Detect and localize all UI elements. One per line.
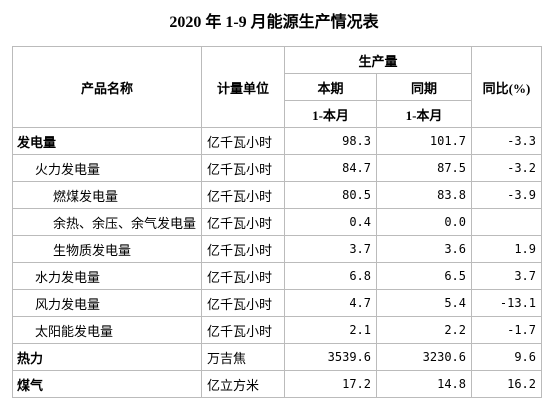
table-title: 2020 年 1-9 月能源生产情况表	[169, 14, 379, 31]
header-cell: 同比(%)	[471, 46, 543, 128]
header-cell: 同期	[376, 73, 473, 101]
previous-cell: 0.0	[376, 208, 473, 236]
unit-cell: 亿千瓦小时	[201, 154, 286, 182]
unit-cell: 亿千瓦小时	[201, 235, 286, 263]
table-row: 水力发电量 亿千瓦小时 6.8 6.5 3.7	[11, 262, 543, 290]
yoy-cell: -1.7	[471, 316, 543, 344]
previous-cell: 5.4	[376, 289, 473, 317]
yoy-cell: -3.3	[471, 127, 543, 155]
current-cell: 4.7	[284, 289, 378, 317]
previous-cell: 83.8	[376, 181, 473, 209]
table-row: 火力发电量 亿千瓦小时 84.7 87.5 -3.2	[11, 154, 543, 182]
name-cell: 发电量	[11, 127, 203, 155]
header-cell: 生产量	[284, 46, 473, 74]
header-cell: 产品名称	[11, 46, 203, 128]
name-cell: 热力	[11, 343, 203, 371]
current-cell: 80.5	[284, 181, 378, 209]
table-row: 生物质发电量 亿千瓦小时 3.7 3.6 1.9	[11, 235, 543, 263]
yoy-cell: 1.9	[471, 235, 543, 263]
name-cell: 火力发电量	[11, 154, 203, 182]
header-cell: 1-本月	[284, 100, 378, 128]
previous-cell: 3.6	[376, 235, 473, 263]
unit-cell: 亿千瓦小时	[201, 316, 286, 344]
table-row: 太阳能发电量 亿千瓦小时 2.1 2.2 -1.7	[11, 316, 543, 344]
previous-cell: 14.8	[376, 370, 473, 398]
unit-cell: 亿千瓦小时	[201, 208, 286, 236]
current-cell: 6.8	[284, 262, 378, 290]
yoy-cell: 3.7	[471, 262, 543, 290]
current-cell: 17.2	[284, 370, 378, 398]
unit-cell: 亿立方米	[201, 370, 286, 398]
previous-cell: 2.2	[376, 316, 473, 344]
table-row: 余热、余压、余气发电量 亿千瓦小时 0.4 0.0	[11, 208, 543, 236]
energy-table: 产品名称 计量单位 生产量 同比(%) 本期 同期 1-本月 1-本月 发电量亿…	[11, 46, 543, 398]
table-body: 发电量 亿千瓦小时 98.3 101.7 -3.3 火力发电量 亿千瓦小时 84.7 87.5-…	[11, 127, 543, 398]
unit-cell: 亿千瓦小时	[201, 127, 286, 155]
name-cell: 燃煤发电量	[11, 181, 203, 209]
table-row: 热力 万吉焦 3539.6 3230.6 9.6	[11, 343, 543, 371]
name-cell: 生物质发电量	[11, 235, 203, 263]
header-cell: 计量单位	[201, 46, 286, 128]
yoy-cell: -3.2	[471, 154, 543, 182]
unit-cell: 亿千瓦小时	[201, 289, 286, 317]
current-cell: 0.4	[284, 208, 378, 236]
current-cell: 84.7	[284, 154, 378, 182]
name-cell: 煤气	[11, 370, 203, 398]
table-header: 产品名称 计量单位 生产量 同比(%) 本期 同期 1-本月 1-本月	[11, 46, 543, 128]
previous-cell: 6.5	[376, 262, 473, 290]
current-cell: 3.7	[284, 235, 378, 263]
current-cell: 98.3	[284, 127, 378, 155]
header-cell: 1-本月	[376, 100, 473, 128]
table-row: 发电量 亿千瓦小时 98.3 101.7 -3.3	[11, 127, 543, 155]
yoy-cell	[471, 208, 543, 236]
yoy-cell: 9.6	[471, 343, 543, 371]
unit-cell: 亿千瓦小时	[201, 181, 286, 209]
yoy-cell: -13.1	[471, 289, 543, 317]
current-cell: 2.1	[284, 316, 378, 344]
previous-cell: 87.5	[376, 154, 473, 182]
unit-cell: 万吉焦	[201, 343, 286, 371]
name-cell: 太阳能发电量	[11, 316, 203, 344]
yoy-cell: -3.9	[471, 181, 543, 209]
current-cell: 3539.6	[284, 343, 378, 371]
previous-cell: 3230.6	[376, 343, 473, 371]
yoy-cell: 16.2	[471, 370, 543, 398]
name-cell: 水力发电量	[11, 262, 203, 290]
header-cell: 本期	[284, 73, 378, 101]
table-row: 煤气 亿立方米 17.2 14.8 16.2	[11, 370, 543, 398]
unit-cell: 亿千瓦小时	[201, 262, 286, 290]
table-row: 风力发电量 亿千瓦小时 4.7 5.4 -13.1	[11, 289, 543, 317]
previous-cell: 101.7	[376, 127, 473, 155]
table-row: 燃煤发电量 亿千瓦小时 80.5 83.8 -3.9	[11, 181, 543, 209]
name-cell: 风力发电量	[11, 289, 203, 317]
name-cell: 余热、余压、余气发电量	[11, 208, 203, 236]
